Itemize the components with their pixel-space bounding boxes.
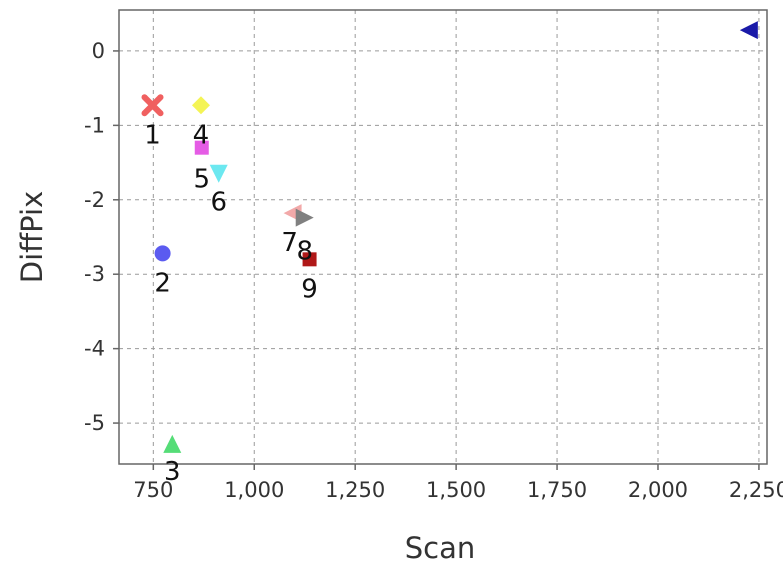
x-tick-label: 1,000 (224, 478, 284, 502)
point-label: 6 (210, 188, 227, 218)
data-point (163, 434, 182, 453)
x-tick-label: 1,250 (325, 478, 385, 502)
x-tick-label: 750 (133, 478, 173, 502)
data-points (141, 21, 758, 453)
point-label: 2 (154, 268, 171, 298)
point-label: 7 (281, 228, 298, 258)
data-point (209, 164, 228, 183)
x-tick-label: 1,750 (527, 478, 587, 502)
data-point (141, 94, 164, 117)
x-tick-label: 2,000 (628, 478, 688, 502)
y-tick-label: -5 (84, 411, 105, 435)
point-label: 8 (296, 237, 313, 267)
point-label: 4 (193, 120, 210, 150)
y-axis-ticks: 0 -1 -2 -3 -4 -5 (84, 39, 119, 435)
data-point (194, 140, 209, 155)
y-axis-title: DiffPix (15, 191, 49, 283)
x-axis-ticks: 750 1,000 1,250 1,500 1,750 2,000 2,250 (133, 464, 783, 502)
point-label: 3 (164, 457, 181, 487)
point-label: 1 (144, 120, 161, 150)
y-tick-label: -4 (84, 337, 105, 361)
x-axis-title: Scan (405, 531, 476, 565)
data-point (154, 245, 171, 262)
x-tick-label: 1,500 (426, 478, 486, 502)
data-point (295, 208, 314, 227)
point-label: 9 (301, 274, 318, 304)
data-point (739, 21, 758, 40)
data-point (302, 252, 317, 267)
y-tick-label: -2 (84, 188, 105, 212)
y-tick-label: 0 (92, 39, 105, 63)
x-tick-label: 2,250 (729, 478, 783, 502)
y-tick-label: -3 (84, 262, 105, 286)
point-label: 5 (193, 165, 210, 195)
grid-lines (119, 10, 767, 464)
y-tick-label: -1 (84, 113, 105, 137)
plot-frame (118, 9, 768, 465)
data-point (191, 96, 210, 115)
